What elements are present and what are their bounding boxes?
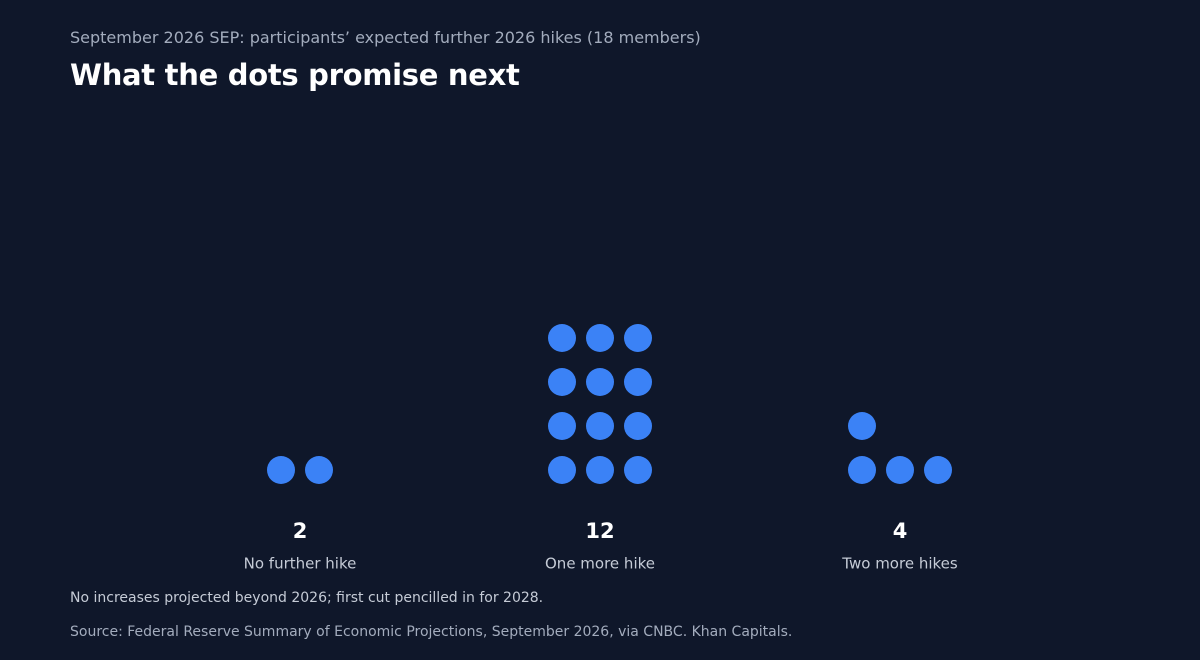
dot-column-3: 4 Two more hikes xyxy=(841,412,958,573)
chart-note: No increases projected beyond 2026; firs… xyxy=(70,590,544,606)
participant-dot xyxy=(886,456,914,484)
participant-dot xyxy=(548,456,576,484)
participant-dot xyxy=(924,456,952,484)
participant-dot xyxy=(624,368,652,396)
count-label: 12 xyxy=(585,519,614,543)
participant-dot xyxy=(624,412,652,440)
participant-dot xyxy=(586,324,614,352)
participant-dot xyxy=(267,456,295,484)
dot-column-2: 12 One more hike xyxy=(545,324,655,573)
participant-dot xyxy=(624,324,652,352)
participant-dot xyxy=(586,456,614,484)
participant-dot xyxy=(548,368,576,396)
chart-subtitle: September 2026 SEP: participants’ expect… xyxy=(70,28,701,47)
participant-dot xyxy=(586,412,614,440)
participant-dot xyxy=(586,368,614,396)
dot-column-1: 2 No further hike xyxy=(244,456,357,573)
count-label: 4 xyxy=(893,519,908,543)
category-label: Two more hikes xyxy=(841,555,958,573)
participant-dot xyxy=(305,456,333,484)
chart-source: Source: Federal Reserve Summary of Econo… xyxy=(70,624,793,640)
participant-dot xyxy=(548,324,576,352)
chart-title: What the dots promise next xyxy=(70,58,520,92)
participant-dot xyxy=(848,412,876,440)
count-label: 2 xyxy=(293,519,308,543)
category-label: No further hike xyxy=(244,555,357,573)
participant-dot xyxy=(548,412,576,440)
category-label: One more hike xyxy=(545,555,655,573)
participant-dot xyxy=(848,456,876,484)
participant-dot xyxy=(624,456,652,484)
